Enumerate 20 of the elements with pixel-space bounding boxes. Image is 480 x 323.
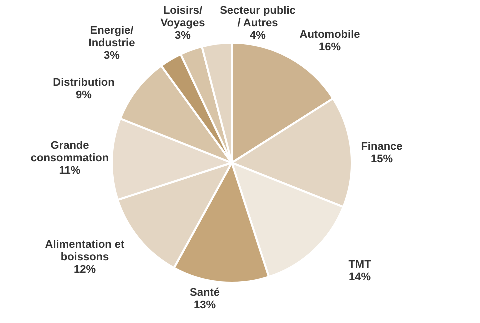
data-label: 9% — [76, 90, 92, 102]
data-label: 4% — [250, 30, 266, 42]
data-label: 15% — [370, 154, 394, 166]
slice-label: Distribution — [53, 77, 116, 89]
data-label: 13% — [194, 300, 216, 312]
data-label: 14% — [348, 272, 372, 284]
slice-label: Alimentation et boissons — [45, 239, 126, 264]
slice-label: Secteur public / Autres — [220, 5, 296, 30]
data-label: 3% — [104, 50, 120, 62]
slice-label: Loisirs/ Voyages — [160, 5, 206, 30]
slice-label: Santé — [190, 287, 220, 299]
slice-label: Grande consommation — [30, 140, 110, 164]
slice-label: Automobile — [300, 29, 360, 41]
data-label: 3% — [175, 30, 192, 42]
data-label: 11% — [59, 165, 81, 177]
slice-label: TMT — [348, 259, 372, 271]
data-label: 16% — [318, 42, 342, 54]
data-label: 12% — [74, 264, 96, 276]
slice-label: Energie/ Industrie — [88, 25, 136, 50]
slice-label: Finance — [361, 141, 403, 153]
